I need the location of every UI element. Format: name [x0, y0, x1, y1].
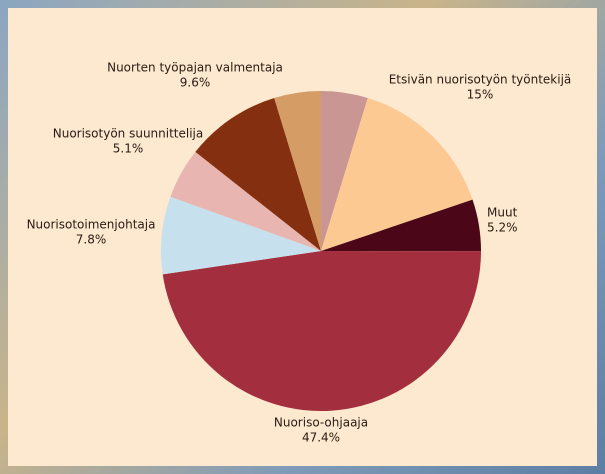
slice-value-label: 15%	[467, 88, 494, 102]
slice-value-label: 47.4%	[302, 431, 340, 445]
slice-value-label: 7.8%	[76, 233, 107, 247]
pie-slice	[163, 251, 481, 411]
slice-value-label: 5.1%	[113, 142, 144, 156]
slice-label: Nuorisotyön suunnittelija	[53, 127, 204, 141]
slice-value-label: 5.2%	[487, 221, 518, 235]
slice-label: Nuorten työpajan valmentaja	[107, 61, 283, 75]
slice-value-label: 9.6%	[180, 76, 211, 90]
slice-label: Nuorisotoimenjohtaja	[27, 218, 156, 232]
chart: Etsivän nuorisotyön työntekijä15% Muut5.2…	[0, 0, 605, 474]
slice-label: Etsivän nuorisotyön työntekijä	[389, 73, 572, 87]
slice-label: Nuoriso-ohjaaja	[274, 416, 368, 430]
slice-label: Muut	[487, 206, 518, 220]
